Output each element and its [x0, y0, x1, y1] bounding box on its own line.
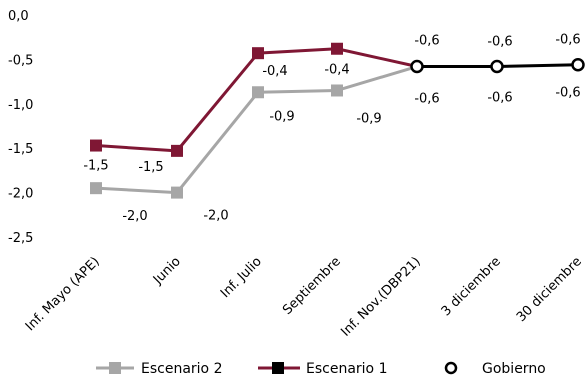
series-marker — [252, 86, 264, 99]
x-category-label: Inf. Mayo (APE) — [23, 254, 103, 334]
series-marker — [90, 139, 102, 152]
y-tick-label: -2,0 — [8, 187, 33, 202]
data-label: -0,9 — [269, 109, 294, 124]
data-label: -0,6 — [555, 33, 580, 48]
data-label: -1,5 — [138, 160, 163, 175]
y-tick-label: -1,0 — [8, 98, 33, 113]
data-label: -0,6 — [487, 91, 512, 106]
data-label: -0,9 — [356, 111, 381, 126]
series-marker — [490, 59, 504, 74]
x-category-label: 30 diciembre — [514, 254, 585, 325]
data-label: -0,4 — [262, 64, 287, 79]
data-label: -0,6 — [414, 34, 439, 49]
y-tick-label: -1,5 — [8, 142, 33, 157]
series-marker — [252, 47, 264, 60]
series-marker — [410, 59, 424, 74]
series-line — [95, 47, 418, 153]
legend-label-escenario-2: Escenario 2 — [141, 361, 222, 377]
x-category-label: Junio — [150, 254, 184, 288]
data-label: -0,6 — [414, 92, 439, 107]
series-marker — [571, 57, 585, 72]
x-category-label: 3 diciembre — [439, 254, 504, 319]
legend-marker-gobierno — [444, 361, 458, 375]
data-label: -0,4 — [324, 63, 349, 78]
x-category-label: Inf. Julio — [218, 254, 265, 301]
data-labels: -1,5 -1,5 -0,4 -0,4 -2,0 -2,0 -0,9 -0,9 -0,6 -0,6… — [83, 33, 580, 224]
x-axis: Inf. Mayo (APE) Junio Inf. Julio Septiembre… — [23, 254, 585, 340]
series-markers — [90, 42, 585, 199]
y-tick-label: -0,5 — [8, 53, 33, 68]
x-category-label: Inf. Nov.(DBP21) — [338, 254, 424, 340]
series-marker — [90, 182, 102, 195]
data-label: -0,6 — [487, 35, 512, 50]
legend-item-escenario-2: Escenario 2 — [96, 361, 222, 377]
data-label: -2,0 — [203, 209, 228, 224]
y-axis: 0,0 -0,5 -1,0 -1,5 -2,0 -2,5 — [8, 9, 33, 246]
y-tick-label: 0,0 — [8, 9, 29, 24]
x-category-label: Septiembre — [280, 254, 344, 318]
legend: Escenario 2 Escenario 1 Gobierno — [96, 361, 546, 377]
series-marker — [331, 42, 343, 55]
legend-label-escenario-1: Escenario 1 — [306, 361, 387, 377]
data-label: -2,0 — [122, 209, 147, 224]
series-marker — [171, 144, 183, 157]
legend-marker-escenario-1 — [272, 362, 284, 374]
data-label: -0,6 — [555, 86, 580, 101]
legend-marker-escenario-2 — [109, 362, 121, 374]
legend-item-gobierno: Gobierno — [444, 361, 546, 377]
y-tick-label: -2,5 — [8, 231, 33, 246]
legend-item-escenario-1: Escenario 1 — [258, 361, 387, 377]
legend-label-gobierno: Gobierno — [482, 361, 546, 377]
series-marker — [171, 186, 183, 199]
series-marker — [331, 84, 343, 97]
data-label: -1,5 — [83, 159, 108, 174]
